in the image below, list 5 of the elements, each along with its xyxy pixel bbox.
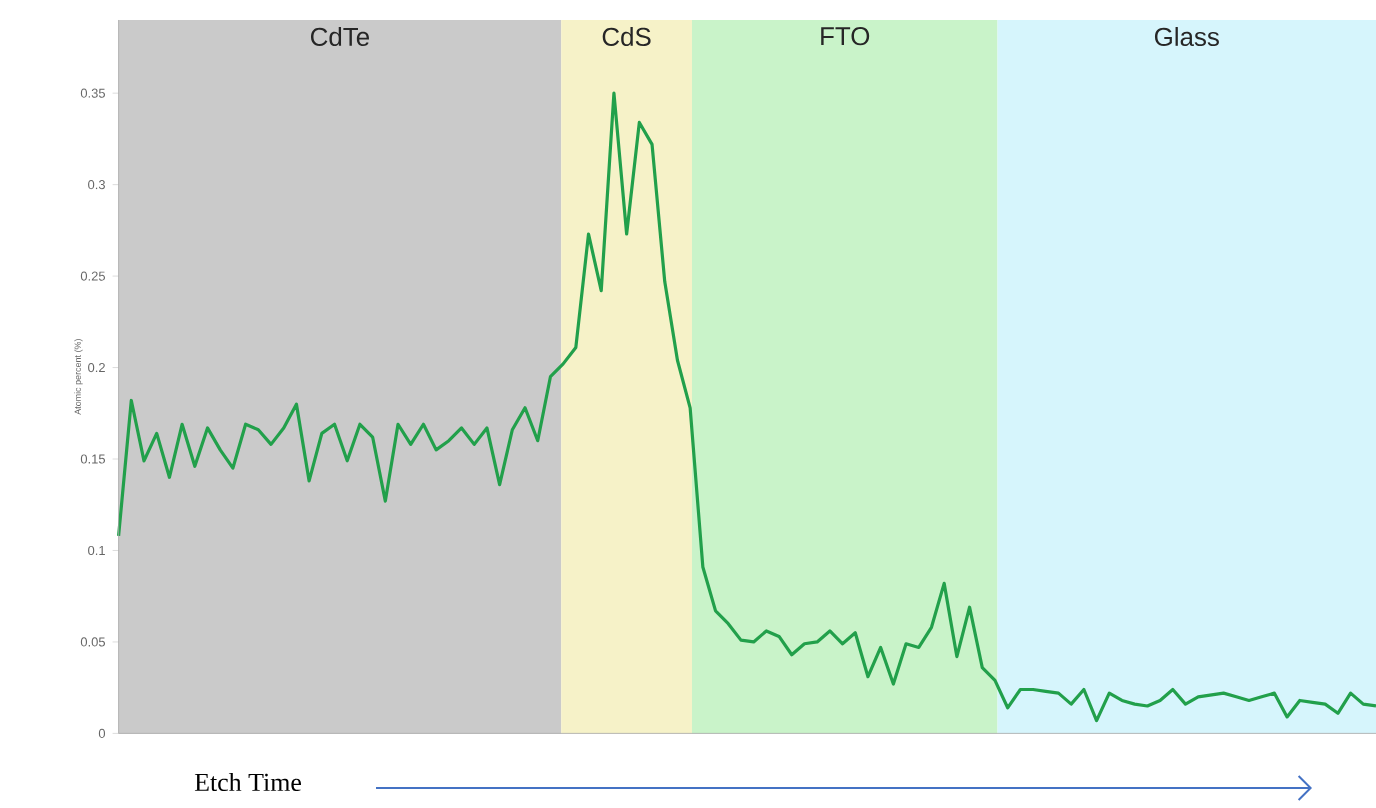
annotation: CdS: [602, 27, 651, 47]
x-axis-title: Etch Time: [194, 772, 301, 792]
annotation: CdTe: [310, 27, 369, 47]
annotation: FTO: [821, 27, 870, 46]
annotation: Glass: [1154, 27, 1219, 47]
